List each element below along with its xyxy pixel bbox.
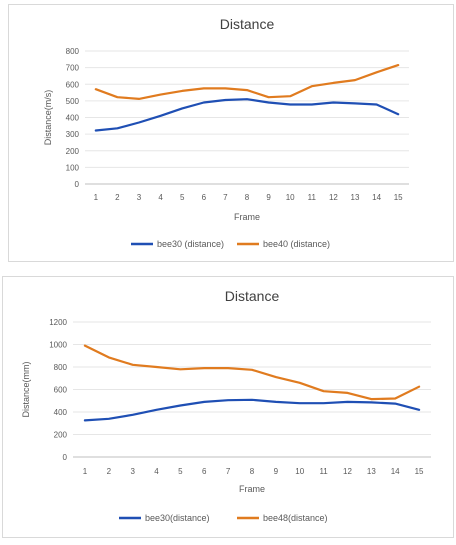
x-tick-label: 7: [226, 467, 231, 476]
y-axis-label: Distance(m/s): [43, 90, 53, 146]
x-tick-label: 8: [245, 193, 250, 202]
y-tick-label: 600: [66, 80, 80, 89]
series-line-1: [83, 398, 421, 422]
x-tick-label: 12: [343, 467, 352, 476]
x-tick-label: 2: [115, 193, 120, 202]
y-tick-label: 300: [66, 130, 80, 139]
y-axis-label: Distance(mm): [21, 361, 31, 417]
x-tick-label: 5: [178, 467, 183, 476]
x-tick-label: 2: [107, 467, 112, 476]
x-tick-label: 11: [319, 467, 328, 476]
x-tick-label: 8: [250, 467, 255, 476]
x-tick-label: 10: [286, 193, 295, 202]
y-tick-label: 1000: [49, 341, 67, 350]
x-tick-label: 5: [180, 193, 185, 202]
y-tick-label: 800: [54, 363, 68, 372]
y-tick-label: 1200: [49, 318, 67, 327]
series-line-2: [83, 344, 421, 401]
x-tick-label: 4: [154, 467, 159, 476]
x-tick-label: 13: [351, 193, 360, 202]
x-tick-label: 6: [202, 193, 207, 202]
y-tick-label: 500: [66, 97, 80, 106]
y-tick-label: 200: [54, 431, 68, 440]
x-tick-label: 4: [158, 193, 163, 202]
y-tick-label: 400: [66, 114, 80, 123]
x-tick-label: 13: [367, 467, 376, 476]
legend-label-2: bee40 (distance): [263, 239, 330, 249]
x-tick-label: 14: [372, 193, 381, 202]
x-tick-label: 6: [202, 467, 207, 476]
x-tick-label: 7: [223, 193, 228, 202]
y-tick-label: 100: [66, 163, 80, 172]
chart-panel-2: Distance 0 200 400 600 800 1000 1200 1 2 3 4 5 6 7 8 9 10…: [2, 276, 454, 538]
x-tick-label: 15: [415, 467, 424, 476]
chart-title: Distance: [225, 288, 280, 304]
legend-label-1: bee30(distance): [145, 513, 210, 523]
x-tick-label: 12: [329, 193, 338, 202]
y-tick-label: 0: [63, 453, 68, 462]
y-tick-label: 400: [54, 408, 68, 417]
y-tick-label: 200: [66, 147, 80, 156]
y-tick-label: 0: [75, 180, 80, 189]
chart-title: Distance: [220, 16, 275, 32]
x-tick-label: 14: [391, 467, 400, 476]
x-axis-label: Frame: [234, 212, 260, 222]
x-tick-label: 3: [137, 193, 142, 202]
series-line-2: [94, 63, 400, 101]
y-tick-label: 600: [54, 386, 68, 395]
y-tick-label: 700: [66, 64, 80, 73]
x-tick-label: 10: [295, 467, 304, 476]
x-tick-label: 1: [83, 467, 88, 476]
legend-label-1: bee30 (distance): [157, 239, 224, 249]
x-tick-label: 1: [94, 193, 99, 202]
x-axis-label: Frame: [239, 484, 265, 494]
x-tick-label: 9: [274, 467, 279, 476]
y-tick-label: 800: [66, 47, 80, 56]
x-tick-label: 3: [130, 467, 135, 476]
x-tick-label: 9: [266, 193, 271, 202]
x-tick-label: 11: [308, 193, 317, 202]
x-tick-label: 15: [394, 193, 403, 202]
series-line-1: [94, 98, 400, 132]
chart-panel-1: Distance 0 100 200 300 400 500 600 700 800 1 2 3 4 5 6 7…: [8, 4, 454, 262]
legend-label-2: bee48(distance): [263, 513, 328, 523]
